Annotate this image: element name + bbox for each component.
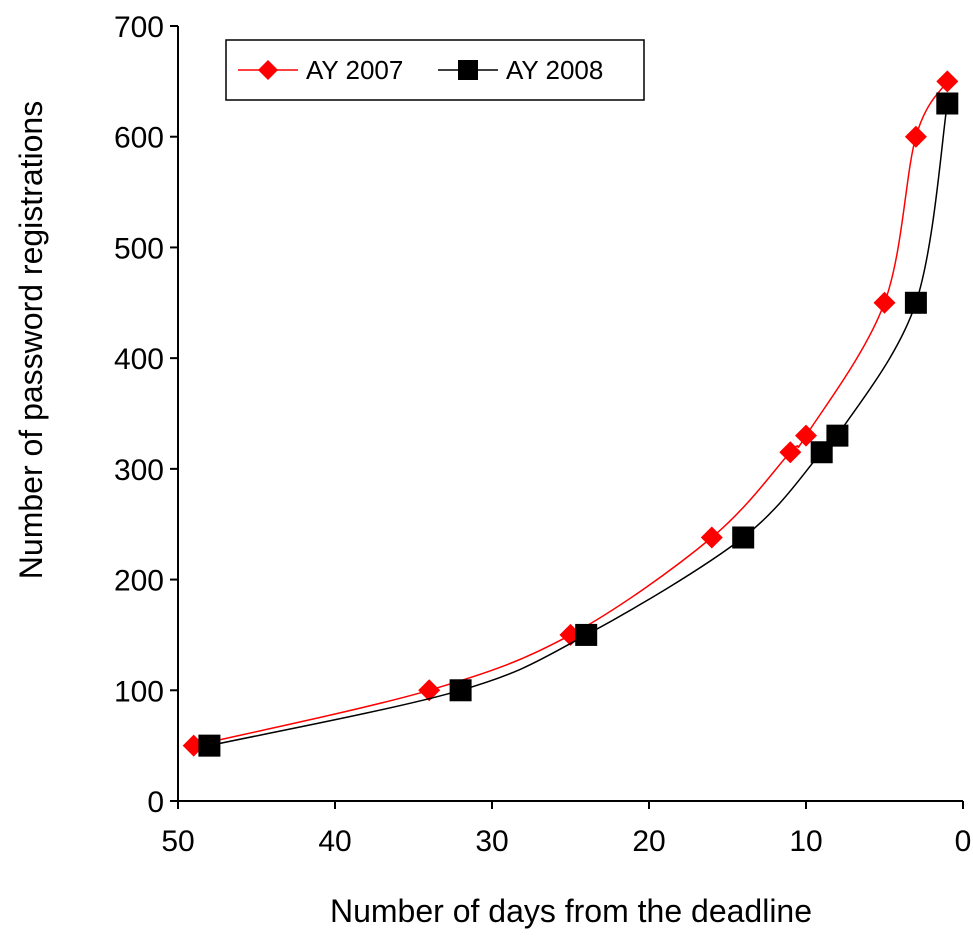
x-tick-label: 20 — [632, 825, 665, 858]
x-tick-label: 50 — [161, 825, 194, 858]
y-tick-label: 400 — [114, 343, 164, 376]
data-point-ay-2008 — [826, 424, 849, 447]
x-tick-label: 30 — [475, 825, 508, 858]
data-point-ay-2008 — [810, 441, 833, 464]
x-tick-label: 0 — [955, 825, 972, 858]
data-point-ay-2007 — [936, 70, 959, 93]
y-tick-label: 0 — [147, 786, 164, 819]
legend: AY 2007 AY 2008 — [225, 39, 645, 101]
y-axis-title: Number of password registrations — [13, 101, 49, 579]
data-point-ay-2008 — [936, 92, 959, 115]
data-point-ay-2008 — [449, 679, 472, 702]
x-tick-label: 40 — [318, 825, 351, 858]
series-line-ay-2008 — [209, 103, 949, 747]
y-tick-label: 700 — [114, 11, 164, 44]
series-ay-2008 — [198, 92, 959, 757]
data-point-ay-2007 — [873, 291, 896, 314]
series-layer — [182, 70, 959, 757]
legend-label-ay-2008: AY 2008 — [506, 55, 603, 85]
y-tick-label: 600 — [114, 122, 164, 155]
x-tick-label: 10 — [789, 825, 822, 858]
data-point-ay-2007 — [904, 125, 927, 148]
y-tick-label: 100 — [114, 675, 164, 708]
data-point-ay-2007 — [418, 679, 441, 702]
data-point-ay-2008 — [732, 526, 755, 549]
data-point-ay-2007 — [795, 424, 817, 447]
data-point-ay-2007 — [779, 441, 802, 464]
y-tick-label: 200 — [114, 565, 164, 598]
series-line-ay-2007 — [193, 80, 948, 747]
data-point-ay-2008 — [198, 734, 221, 757]
data-point-ay-2008 — [904, 291, 927, 314]
axes — [177, 26, 963, 802]
x-axis-title: Number of days from the deadline — [330, 893, 812, 929]
y-tick-label: 300 — [114, 454, 164, 487]
data-point-ay-2007 — [700, 526, 723, 549]
legend-label-ay-2007: AY 2007 — [306, 55, 403, 85]
legend-marker-ay-2007 — [258, 60, 278, 80]
series-ay-2007 — [182, 70, 959, 757]
legend-entries: AY 2007 AY 2008 — [238, 55, 603, 85]
legend-marker-ay-2008 — [458, 60, 478, 80]
y-tick-label: 500 — [114, 232, 164, 265]
data-point-ay-2008 — [575, 623, 598, 646]
